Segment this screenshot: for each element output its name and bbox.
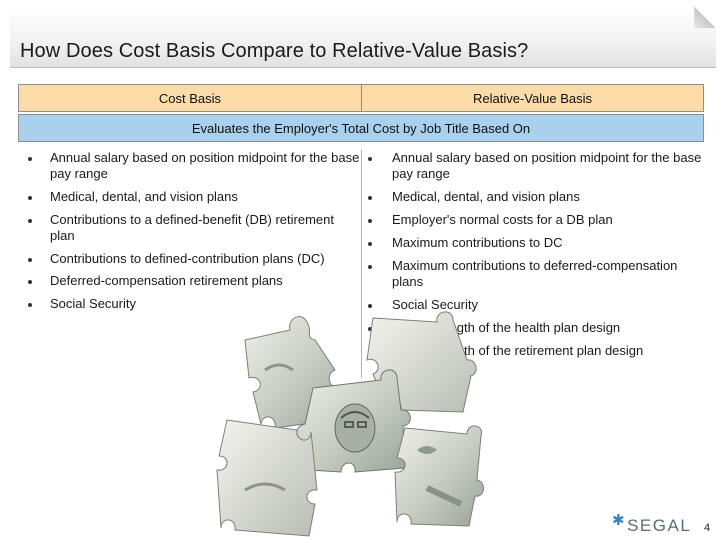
relative-value-list: Annual salary based on position midpoint… <box>362 150 704 359</box>
list-item: Contributions to defined-contribution pl… <box>18 251 361 267</box>
bullet-icon <box>368 219 372 223</box>
bullet-icon <box>368 157 372 161</box>
list-item: Medical, dental, and vision plans <box>362 189 704 205</box>
bullet-icon <box>28 157 32 161</box>
relative-value-column: Annual salary based on position midpoint… <box>361 150 704 378</box>
bullet-icon <box>368 196 372 200</box>
cost-basis-list: Annual salary based on position midpoint… <box>18 150 361 312</box>
list-item: Annual salary based on position midpoint… <box>18 150 361 182</box>
list-item: Annual salary based on position midpoint… <box>362 150 704 182</box>
header-cost-basis: Cost Basis <box>18 84 361 112</box>
list-item: Social Security <box>362 297 704 313</box>
evaluation-band: Evaluates the Employer's Total Cost by J… <box>18 114 704 142</box>
list-item: Deferred-compensation retirement plans <box>18 273 361 289</box>
list-item: Social Security <box>18 296 361 312</box>
puzzle-pieces-money-image <box>216 311 484 537</box>
page-number: 4 <box>704 522 711 534</box>
slide-title: How Does Cost Basis Compare to Relative-… <box>20 40 529 62</box>
bullet-icon <box>28 219 32 223</box>
comparison-header-row: Cost Basis Relative-Value Basis <box>18 84 704 112</box>
list-item: Employer's normal costs for a DB plan <box>362 212 704 228</box>
bullet-icon <box>28 280 32 284</box>
list-item: Maximum contributions to deferred-compen… <box>362 258 704 290</box>
list-item: Contributions to a defined-benefit (DB) … <box>18 212 361 244</box>
bullet-icon <box>368 304 372 308</box>
list-item: Maximum contributions to DC <box>362 235 704 251</box>
asterisk-star-icon: ✱ <box>612 512 627 529</box>
bullet-icon <box>368 327 372 331</box>
bullet-icon <box>28 303 32 307</box>
header-relative-value-basis: Relative-Value Basis <box>361 84 704 112</box>
bullet-icon <box>28 258 32 262</box>
bullet-icon <box>368 242 372 246</box>
bullet-icon <box>28 196 32 200</box>
page-fold-corner <box>694 6 716 28</box>
title-bar: How Does Cost Basis Compare to Relative-… <box>10 6 716 68</box>
bullet-icon <box>368 265 372 269</box>
cost-basis-column: Annual salary based on position midpoint… <box>18 150 361 319</box>
list-item: Medical, dental, and vision plans <box>18 189 361 205</box>
segal-logo: ✱SEGAL <box>612 512 692 535</box>
